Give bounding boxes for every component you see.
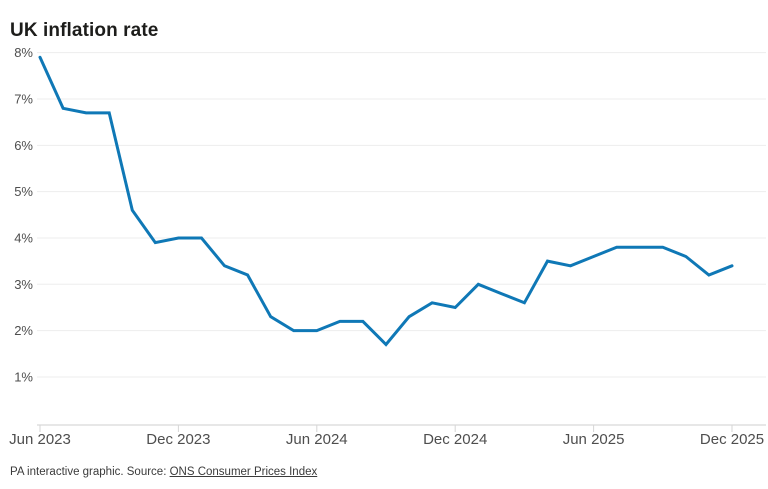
x-axis-label: Dec 2023 [146,431,210,448]
y-axis-label: 8% [14,45,33,60]
x-axis-label: Dec 2024 [423,431,487,448]
source-link[interactable]: ONS Consumer Prices Index [169,466,318,478]
x-axis-label: Jun 2024 [286,431,348,448]
inflation-line-series[interactable] [38,55,734,347]
y-axis-label: 3% [14,277,33,292]
y-axis-label: 2% [14,323,33,338]
chart-title: UK inflation rate [10,19,159,41]
x-axis-label: Jun 2025 [563,431,625,448]
y-axis-label: 4% [14,230,33,245]
x-axis-label: Jun 2023 [9,431,71,448]
chart-footer: PA interactive graphic. Source: ONS Cons… [10,466,317,478]
y-axis-label: 5% [14,184,33,199]
y-axis-label: 7% [14,91,33,106]
x-axis-label: Dec 2025 [700,431,764,448]
line-chart: 8% 7% 6% 5% 4% 3% 2% 1% Jun 2023 Dec 2023 Jun 2024… [9,45,766,448]
footer-credit-text: PA interactive graphic. Source: [10,466,170,478]
y-axis-label: 6% [14,138,33,153]
y-axis-label: 1% [14,369,33,384]
